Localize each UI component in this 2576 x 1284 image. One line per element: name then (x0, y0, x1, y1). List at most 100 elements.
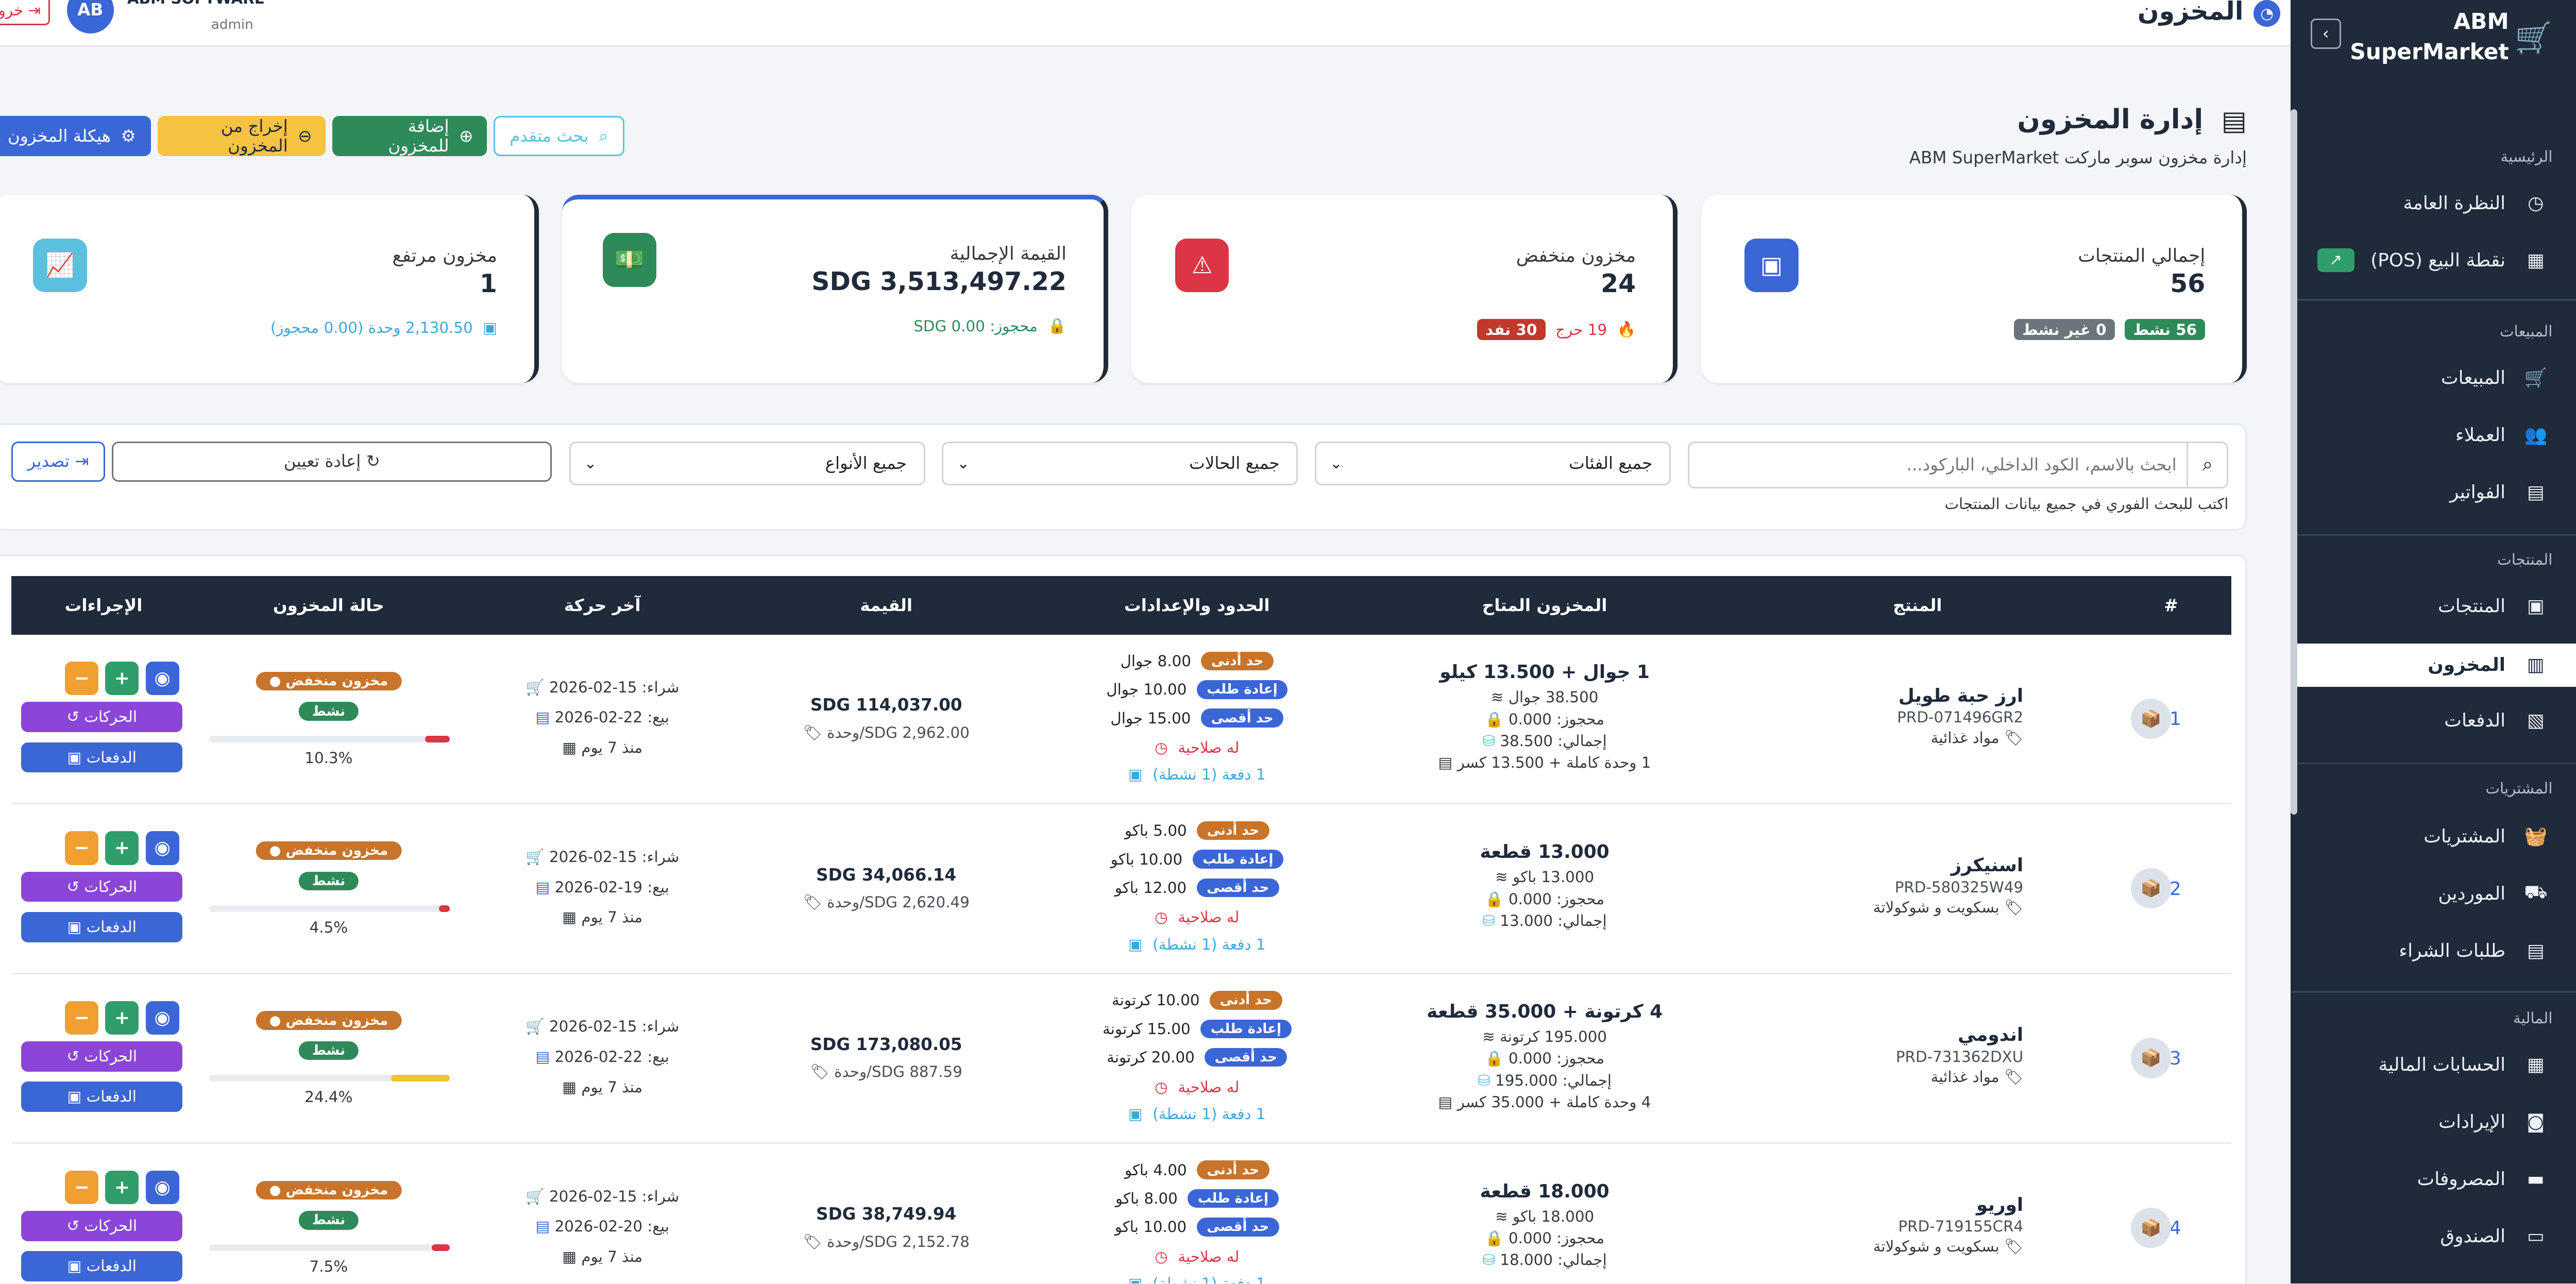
cell-limits: حد أدنى 10.00 كرتونة إعادة طلب 15.00 كرتون… (1029, 974, 1365, 1144)
increase-button[interactable]: + (105, 1170, 139, 1205)
decrease-button[interactable]: − (65, 1170, 99, 1205)
sidebar-item-sales[interactable]: 🛒 المبيعات (2291, 356, 2576, 400)
sidebar-item-expenses[interactable]: ▬ المصروفات (2291, 1157, 2576, 1201)
sidebar-item-purchases[interactable]: 🧺 المشتريات (2291, 815, 2576, 858)
cell-limits: حد أدنى 8.00 جوال إعادة طلب 10.00 جوال حد … (1029, 635, 1365, 804)
restructure-stock-button[interactable]: ⚙ هيكلة المخزون (0, 115, 151, 157)
status-badge: مخزون منخفض ● (256, 1180, 402, 1200)
stock-reserved: محجوز: 0.000 🔒 (1485, 1050, 1605, 1068)
search-input[interactable] (1696, 443, 2177, 487)
sidebar-item-customers[interactable]: 👥 العملاء (2291, 413, 2576, 457)
fire-icon: 🔥 (1617, 320, 1636, 339)
tag-icon: 🏷 (1999, 898, 2024, 916)
clock-icon: ◷ (1155, 739, 1168, 757)
sidebar-item-products[interactable]: ▣ المنتجات (2291, 584, 2576, 628)
cell-last-movement: شراء: 15-02-2026 🛒 بيع: 20-02-2026 ▤ منذ… (461, 1144, 743, 1283)
expenses-icon: ▬ (2527, 1169, 2545, 1190)
search-box: ⌕ (1687, 442, 2229, 489)
stock-value: SDG 173,080.05 (810, 1034, 962, 1054)
sidebar-item-overview[interactable]: ◷ النظرة العامة (2291, 181, 2576, 225)
add-stock-button[interactable]: ⊕ إضافة للمخزون (332, 115, 487, 157)
status-badge: مخزون منخفض ● (256, 841, 402, 860)
avatar[interactable]: AB (66, 0, 114, 34)
remove-stock-button[interactable]: ⊖ إخراج من المخزون (157, 115, 326, 157)
decrease-button[interactable]: − (65, 1001, 99, 1035)
view-icon[interactable]: ◉ (145, 831, 179, 865)
sidebar-item-pos[interactable]: ▦ نقطة البيع (POS) (2291, 239, 2576, 282)
product-name[interactable]: ارز حبة طويل (1898, 685, 2024, 706)
sidebar-item-inventory[interactable]: ▥ المخزون (2290, 643, 2576, 687)
scrollbar[interactable] (2290, 109, 2297, 815)
brand-name: ABM SuperMarket (2350, 9, 2509, 64)
card-value: SDG 3,513,497.22 (811, 266, 1067, 296)
cart-icon: 🛒 (2524, 367, 2548, 389)
cell-stock: 1 جوال + 13.500 كيلو 38.500 جوال ≋ محجوز… (1365, 635, 1724, 804)
search-icon[interactable]: ⌕ (2187, 443, 2227, 487)
batches-button[interactable]: الدفعات ▣ (21, 742, 183, 773)
movements-button[interactable]: الحركات ↺ (21, 871, 183, 902)
decrease-button[interactable]: − (65, 831, 99, 865)
cell-number: 1 (2111, 635, 2232, 804)
increase-button[interactable]: + (105, 831, 139, 865)
product-name[interactable]: اندومي (1957, 1024, 2024, 1046)
cell-last-movement: شراء: 15-02-2026 🛒 بيع: 19-02-2026 ▤ منذ… (461, 804, 743, 974)
sidebar-item-batches[interactable]: ▧ الدفعات (2291, 699, 2576, 742)
sidebar-divider (2290, 991, 2576, 993)
export-button[interactable]: ⇥ تصدير (11, 442, 106, 482)
batch-info[interactable]: 1 دفعة (1 نشطة)▣ (1128, 1105, 1266, 1123)
unit-value: SDG 2,152.78/وحدة 🏷 (803, 1232, 970, 1251)
sidebar-item-suppliers[interactable]: ⛟ الموردين (2291, 872, 2576, 916)
movements-button[interactable]: الحركات ↺ (21, 702, 183, 733)
view-icon[interactable]: ◉ (145, 662, 179, 696)
reorder-limit: إعادة طلب 15.00 كرتونة (1029, 1019, 1365, 1039)
advanced-search-button[interactable]: ⌕ بحث متقدم (493, 115, 624, 157)
product-icon: 📦 (2130, 868, 2172, 909)
view-icon[interactable]: ◉ (145, 1001, 179, 1035)
sidebar-toggle-button[interactable]: › (2310, 18, 2341, 49)
since: منذ 7 يوم ▦ (562, 908, 643, 926)
cell-status: مخزون منخفض ● نشط 10.3% (196, 635, 461, 804)
page-subtitle: إدارة مخزون سوبر ماركت ABM SuperMarket (1909, 147, 2247, 167)
sidebar-item-financial-accounts[interactable]: ▦ الحسابات المالية (2291, 1043, 2576, 1087)
category-select[interactable]: جميع الفئات ⌄ (1315, 442, 1671, 485)
boxes-icon: ▣ (67, 1088, 82, 1106)
product-name[interactable]: اسنيكرز (1951, 855, 2024, 876)
increase-button[interactable]: + (105, 1001, 139, 1035)
logout-button[interactable]: ⇥ خروج (0, 0, 50, 25)
batch-info[interactable]: 1 دفعة (1 نشطة)▣ (1029, 1275, 1365, 1283)
view-icon[interactable]: ◉ (145, 1170, 179, 1205)
min-limit: حد أدنى 10.00 كرتونة (1029, 991, 1365, 1010)
sidebar-item-revenues[interactable]: ◙ الإيرادات (2291, 1100, 2576, 1144)
sidebar-item-purchase-orders[interactable]: ▤ طلبات الشراء (2291, 929, 2576, 973)
boxes-icon: ▣ (1128, 1275, 1143, 1283)
reset-button[interactable]: ↻ إعادة تعيين (112, 442, 552, 482)
batches-button[interactable]: الدفعات ▣ (21, 1082, 183, 1112)
cashbox-icon: ▭ (2527, 1225, 2545, 1247)
product-name[interactable]: اوريو (1976, 1194, 2024, 1215)
movements-button[interactable]: الحركات ↺ (21, 1211, 183, 1241)
decrease-button[interactable]: − (65, 662, 99, 696)
type-select[interactable]: جميع الأنواع ⌄ (569, 442, 925, 485)
sidebar-item-invoices[interactable]: ▤ الفواتير (2291, 470, 2576, 514)
status-select[interactable]: جميع الحالات ⌄ (942, 442, 1298, 485)
batches-button[interactable]: الدفعات ▣ (21, 1251, 183, 1282)
brand[interactable]: 🛒 ABM SuperMarket (2300, 7, 2552, 67)
column-header: المخزون المتاح (1482, 595, 1607, 615)
chevron-down-icon: ⌄ (957, 454, 970, 472)
batch-info[interactable]: 1 دفعة (1 نشطة)▣ (1128, 766, 1266, 784)
sidebar-section-title: المشتريات (2485, 779, 2553, 797)
external-link-icon[interactable]: ↗ (2317, 248, 2354, 273)
expiry-flag: له صلاحية ◷ (1155, 1247, 1240, 1265)
increase-button[interactable]: + (105, 662, 139, 696)
register-icon: ▤ (535, 1048, 550, 1066)
stock-units: 18.000 باكو ≋ (1495, 1207, 1595, 1225)
chart-line-icon: 📈 (33, 238, 87, 293)
sidebar-item-cashbox[interactable]: ▭ الصندوق (2291, 1214, 2576, 1258)
cell-actions: − + ◉ الحركات ↺ الدفعات ▣ (11, 804, 196, 974)
batches-button[interactable]: الدفعات ▣ (21, 911, 183, 942)
movements-button[interactable]: الحركات ↺ (21, 1041, 183, 1072)
batch-info[interactable]: 1 دفعة (1 نشطة)▣ (1128, 935, 1266, 953)
warning-icon: ⚠ (1175, 238, 1229, 293)
chevron-down-icon: ⌄ (584, 454, 597, 472)
card-label: إجمالي المنتجات (2078, 245, 2206, 266)
